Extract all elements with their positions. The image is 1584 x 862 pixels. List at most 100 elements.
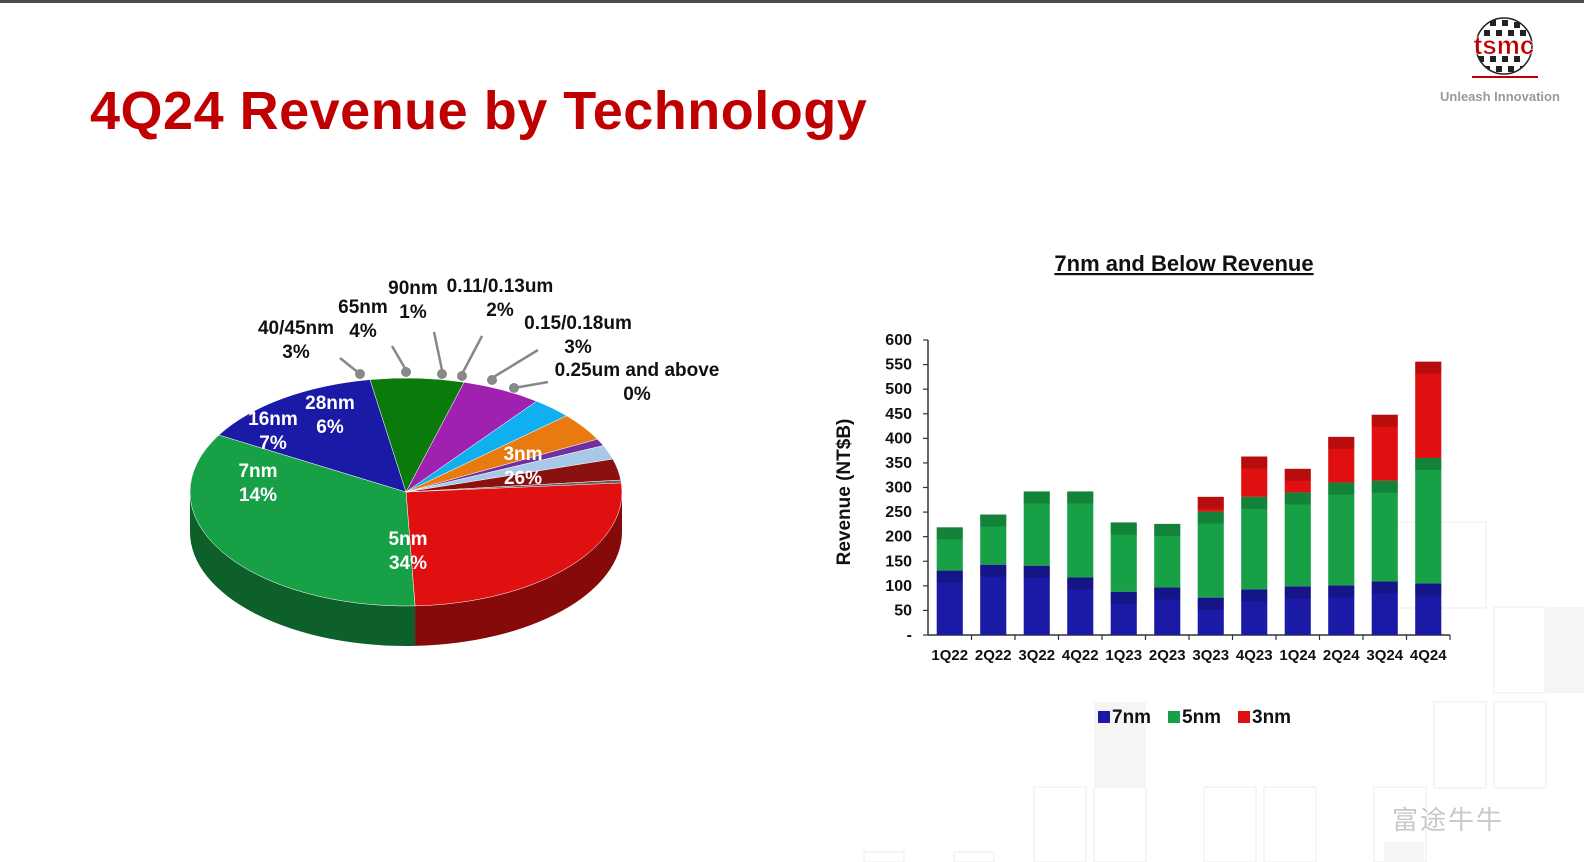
technology-pie-chart: 3nm 26% 5nm 34% 7nm 14% 16nm 7% 28nm 6% 40/45nm 3% 6… xyxy=(189,276,719,646)
bar-7nm-1Q23 xyxy=(1110,591,1137,635)
pie-slice-0-25um-and-above xyxy=(405,479,622,493)
pie-label-7nm: 7nm xyxy=(238,461,277,482)
bar-shade xyxy=(1110,522,1137,535)
bar-7nm-3Q24 xyxy=(1371,581,1398,635)
pie-label-40-45nm: 40/45nm xyxy=(258,318,334,339)
bar-7nm-3Q22 xyxy=(1023,565,1050,635)
pie-side-3nm xyxy=(415,492,622,646)
bar-7nm-2Q22 xyxy=(980,564,1007,635)
x-tick-label: 3Q23 xyxy=(1192,647,1229,664)
y-tick-label: 600 xyxy=(885,332,912,349)
bar-5nm-2Q23 xyxy=(1154,523,1181,588)
bar-shade xyxy=(980,514,1007,527)
pie-value-16nm: 7% xyxy=(259,433,287,454)
x-tick-label: 4Q22 xyxy=(1062,647,1099,664)
x-tick-label: 1Q23 xyxy=(1105,647,1142,664)
bar-7nm-3Q23 xyxy=(1197,597,1224,635)
bar-shade xyxy=(1067,491,1094,504)
bar-shade xyxy=(1023,565,1050,578)
bar-shade xyxy=(936,527,963,540)
legend-label-7nm: 7nm xyxy=(1112,707,1151,728)
y-tick-label: 450 xyxy=(885,406,912,423)
bar-shade xyxy=(1241,496,1268,509)
x-tick-label: 1Q24 xyxy=(1279,647,1316,664)
legend-label-3nm: 3nm xyxy=(1252,707,1291,728)
bar-shade xyxy=(1284,586,1311,599)
pie-value-28nm: 6% xyxy=(316,417,344,438)
pie-value-3nm: 26% xyxy=(504,468,542,489)
bar-shade xyxy=(1241,456,1268,469)
bar-shade xyxy=(1197,511,1224,524)
pie-label-90nm: 90nm xyxy=(388,278,438,299)
pie-value-7nm: 14% xyxy=(239,485,277,506)
pie-value-65nm: 4% xyxy=(349,321,377,342)
bar-shade xyxy=(1284,468,1311,481)
tsmc-logo: tsmc xyxy=(1472,17,1538,78)
bar-shade xyxy=(1328,585,1355,598)
x-tick-label: 4Q24 xyxy=(1410,647,1447,664)
x-tick-label: 2Q22 xyxy=(975,647,1012,664)
bar-shade xyxy=(1154,523,1181,536)
bar-5nm-4Q22 xyxy=(1067,491,1094,578)
y-tick-label: 50 xyxy=(894,602,912,619)
bar-5nm-2Q22 xyxy=(980,514,1007,565)
bar-shade xyxy=(1154,587,1181,600)
bar-shade xyxy=(1415,361,1442,374)
bar-3nm-4Q24 xyxy=(1415,361,1442,458)
x-tick-label: 2Q23 xyxy=(1149,647,1186,664)
bar-7nm-1Q22 xyxy=(936,570,963,635)
bar-7nm-2Q24 xyxy=(1328,585,1355,635)
x-tick-label: 3Q22 xyxy=(1018,647,1055,664)
bar-shade xyxy=(1415,583,1442,596)
revenue-bar-chart: 7nm and Below Revenue Revenue (NT$B) - 50… xyxy=(834,251,1451,728)
x-tick-label: 1Q22 xyxy=(931,647,968,664)
bar-shade xyxy=(1023,491,1050,504)
y-tick-label: 400 xyxy=(885,430,912,447)
legend-swatch-3nm xyxy=(1238,711,1250,723)
bar-5nm-1Q23 xyxy=(1110,522,1137,592)
pie-label-5nm: 5nm xyxy=(388,529,427,550)
bar-shade xyxy=(980,564,1007,577)
bar-3nm-4Q23 xyxy=(1241,456,1268,497)
pie-label-0-15-0-18um: 0.15/0.18um xyxy=(524,313,632,334)
tagline: Unleash Innovation xyxy=(1440,89,1560,104)
bar-shade xyxy=(1197,597,1224,610)
bar-3nm-2Q24 xyxy=(1328,436,1355,483)
x-tick-label: 4Q23 xyxy=(1236,647,1273,664)
legend-label-5nm: 5nm xyxy=(1182,707,1221,728)
bar-shade xyxy=(1415,458,1442,470)
bar-shade xyxy=(1371,581,1398,594)
bar-shade xyxy=(1371,414,1398,427)
bar-shade xyxy=(936,570,963,583)
bar-chart-title: 7nm and Below Revenue xyxy=(1054,251,1313,276)
y-tick-label: 300 xyxy=(885,480,912,497)
bar-7nm-4Q24 xyxy=(1415,583,1442,635)
pie-value-90nm: 1% xyxy=(399,302,427,323)
pie-slice-3nm xyxy=(405,479,623,607)
pie-label-0-11-0-13um: 0.11/0.13um xyxy=(447,276,554,297)
bar-7nm-4Q23 xyxy=(1241,589,1268,635)
watermark: 富途牛牛 xyxy=(1392,806,1505,836)
legend-swatch-7nm xyxy=(1098,711,1110,723)
legend-swatch-5nm xyxy=(1168,711,1180,723)
bar-shade xyxy=(1328,436,1355,449)
pie-value-0-25um-and-above: 0% xyxy=(623,384,651,405)
bar-3nm-3Q23 xyxy=(1197,496,1224,512)
pie-value-0-15-0-18um: 3% xyxy=(564,337,592,358)
bar-shade xyxy=(1328,482,1355,495)
bar-shade xyxy=(1110,591,1137,604)
pie-side-5nm xyxy=(190,492,416,646)
y-tick-label: 550 xyxy=(885,357,912,374)
bar-5nm-4Q24 xyxy=(1415,458,1442,584)
background-grid-decoration xyxy=(863,521,1584,862)
bar-5nm-3Q23 xyxy=(1197,511,1224,598)
bar-7nm-1Q24 xyxy=(1284,586,1311,635)
y-tick-label: 150 xyxy=(885,553,912,570)
bar-chart-ylabel: Revenue (NT$B) xyxy=(834,419,855,566)
pie-leader-lines xyxy=(339,331,549,390)
y-tick-label: - xyxy=(907,627,912,644)
bar-5nm-2Q24 xyxy=(1328,482,1355,586)
bar-shade xyxy=(1284,492,1311,505)
bar-shade xyxy=(1371,480,1398,493)
y-tick-label: 250 xyxy=(885,504,912,521)
